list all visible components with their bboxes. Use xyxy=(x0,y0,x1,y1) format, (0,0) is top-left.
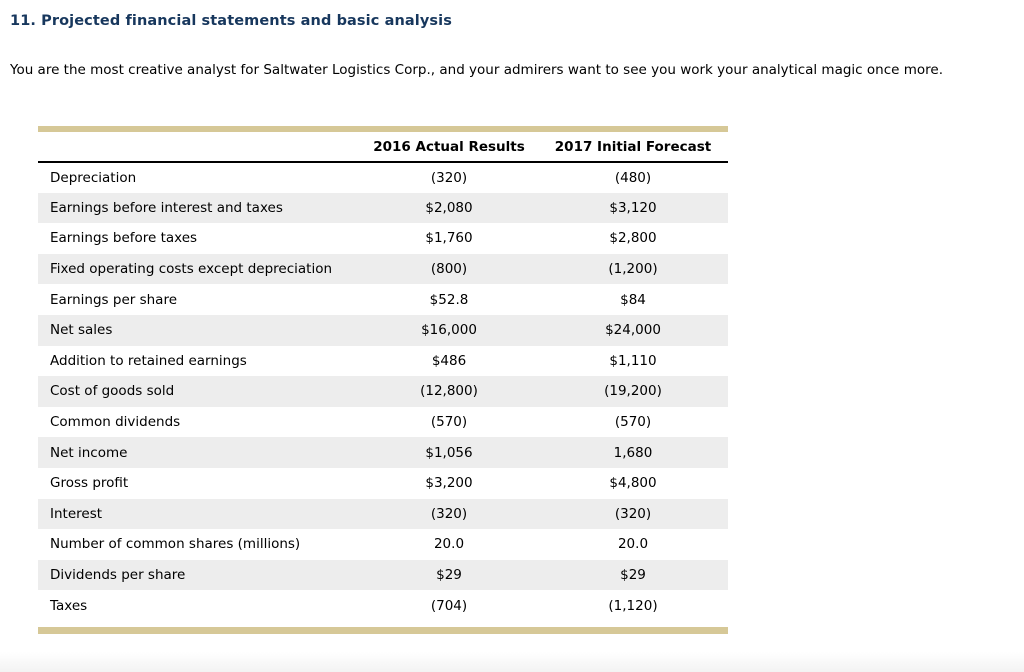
header-2016-actual-results: 2016 Actual Results xyxy=(360,132,538,163)
row-label: Depreciation xyxy=(50,169,137,186)
table-row: Taxes (704) (1,120) xyxy=(38,590,728,621)
value-2017-forecast: $2,800 xyxy=(609,230,657,247)
row-label: Cost of goods sold xyxy=(50,383,175,400)
value-2016-actual: (12,800) xyxy=(420,383,478,400)
value-2016-actual: 20.0 xyxy=(433,536,465,553)
value-2017-forecast: (570) xyxy=(614,414,652,431)
value-2017-forecast: $24,000 xyxy=(605,322,661,339)
table-header-row: 2016 Actual Results 2017 Initial Forecas… xyxy=(38,132,728,163)
table-row: Dividends per share $29 $29 xyxy=(38,559,728,591)
value-2017-forecast: 1,680 xyxy=(613,444,653,461)
row-label: Interest xyxy=(50,505,103,522)
table-row: Net income $1,056 1,680 xyxy=(38,437,728,468)
table-body: Depreciation (320) (480) Earnings before in… xyxy=(38,162,728,621)
value-2016-actual: $3,200 xyxy=(425,475,473,492)
row-label: Gross profit xyxy=(50,475,129,492)
question-intro: You are the most creative analyst for Sa… xyxy=(10,62,943,78)
table-row: Earnings before taxes $1,760 $2,800 xyxy=(38,223,728,254)
value-2017-forecast: (19,200) xyxy=(604,383,662,400)
value-2017-forecast: (1,120) xyxy=(608,597,658,614)
row-label: Dividends per share xyxy=(50,567,186,584)
row-label: Net income xyxy=(50,444,128,461)
value-2016-actual: $1,760 xyxy=(425,230,473,247)
table-row: Earnings before interest and taxes $2,080… xyxy=(38,192,728,224)
value-2017-forecast: $1,110 xyxy=(609,352,657,369)
table-row: Interest (320) (320) xyxy=(38,498,728,530)
value-2017-forecast: $84 xyxy=(620,291,646,308)
value-2017-forecast: (480) xyxy=(614,169,652,186)
value-2017-forecast: (1,200) xyxy=(608,261,658,278)
value-2017-forecast: $3,120 xyxy=(609,199,657,216)
row-label: Fixed operating costs except depreciatio… xyxy=(50,261,333,278)
table-row: Cost of goods sold (12,800) (19,200) xyxy=(38,376,728,407)
header-2017-initial-forecast: 2017 Initial Forecast xyxy=(538,132,728,163)
table-row: Net sales $16,000 $24,000 xyxy=(38,314,728,346)
row-label: Common dividends xyxy=(50,414,181,431)
table-row: Gross profit $3,200 $4,800 xyxy=(38,468,728,499)
value-2016-actual: $486 xyxy=(431,352,467,369)
value-2016-actual: (320) xyxy=(430,169,468,186)
row-label: Earnings before taxes xyxy=(50,230,198,247)
table-row: Addition to retained earnings $486 $1,110 xyxy=(38,346,728,377)
table-row: Depreciation (320) (480) xyxy=(38,162,728,193)
financial-table-section: 2016 Actual Results 2017 Initial Forecas… xyxy=(38,126,728,634)
financial-statements-table: 2016 Actual Results 2017 Initial Forecas… xyxy=(38,132,728,621)
header-blank-cell xyxy=(38,132,360,163)
row-label: Number of common shares (millions) xyxy=(50,536,301,553)
value-2016-actual: $29 xyxy=(436,567,462,584)
row-label: Addition to retained earnings xyxy=(50,352,247,369)
value-2017-forecast: $29 xyxy=(620,567,646,584)
row-label: Earnings per share xyxy=(50,291,178,308)
value-2017-forecast: (320) xyxy=(614,505,652,522)
value-2016-actual: (570) xyxy=(430,414,468,431)
value-2017-forecast: $4,800 xyxy=(609,475,657,492)
value-2016-actual: (800) xyxy=(430,261,468,278)
table-row: Earnings per share $52.8 $84 xyxy=(38,284,728,315)
table-row: Fixed operating costs except depreciatio… xyxy=(38,253,728,285)
value-2016-actual: $2,080 xyxy=(425,199,473,216)
table-row: Common dividends (570) (570) xyxy=(38,407,728,438)
value-2016-actual: $52.8 xyxy=(429,291,469,308)
row-label: Net sales xyxy=(50,322,113,339)
table-row: Number of common shares (millions) 20.0 20… xyxy=(38,529,728,560)
row-label: Taxes xyxy=(50,597,88,614)
value-2016-actual: (320) xyxy=(430,505,468,522)
value-2017-forecast: 20.0 xyxy=(617,536,649,553)
value-2016-actual: $1,056 xyxy=(425,444,473,461)
value-2016-actual: (704) xyxy=(430,597,468,614)
value-2016-actual: $16,000 xyxy=(421,322,477,339)
page-bottom-fade xyxy=(0,652,1024,672)
table-bottom-accent-bar xyxy=(38,626,728,634)
table-top-accent-bar xyxy=(38,126,728,132)
question-heading: 11. Projected financial statements and b… xyxy=(10,13,452,29)
row-label: Earnings before interest and taxes xyxy=(50,199,283,216)
